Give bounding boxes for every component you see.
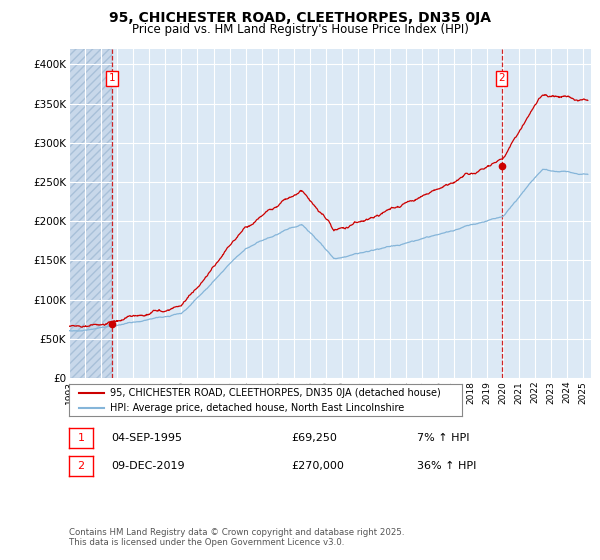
Text: 2: 2: [77, 461, 85, 471]
Text: 1: 1: [109, 73, 115, 83]
Text: 36% ↑ HPI: 36% ↑ HPI: [417, 461, 476, 471]
Text: 95, CHICHESTER ROAD, CLEETHORPES, DN35 0JA (detached house): 95, CHICHESTER ROAD, CLEETHORPES, DN35 0…: [110, 388, 441, 398]
Bar: [69, 49, 112, 378]
Text: 7% ↑ HPI: 7% ↑ HPI: [417, 433, 469, 443]
Text: 09-DEC-2019: 09-DEC-2019: [111, 461, 185, 471]
Text: 95, CHICHESTER ROAD, CLEETHORPES, DN35 0JA: 95, CHICHESTER ROAD, CLEETHORPES, DN35 0…: [109, 11, 491, 25]
Text: 1: 1: [77, 433, 85, 443]
Text: £69,250: £69,250: [291, 433, 337, 443]
Text: HPI: Average price, detached house, North East Lincolnshire: HPI: Average price, detached house, Nort…: [110, 404, 404, 413]
Text: £270,000: £270,000: [291, 461, 344, 471]
Text: 04-SEP-1995: 04-SEP-1995: [111, 433, 182, 443]
Text: Price paid vs. HM Land Registry's House Price Index (HPI): Price paid vs. HM Land Registry's House …: [131, 23, 469, 36]
Text: 2: 2: [498, 73, 505, 83]
Bar: [69, 49, 112, 378]
Text: Contains HM Land Registry data © Crown copyright and database right 2025.
This d: Contains HM Land Registry data © Crown c…: [69, 528, 404, 547]
